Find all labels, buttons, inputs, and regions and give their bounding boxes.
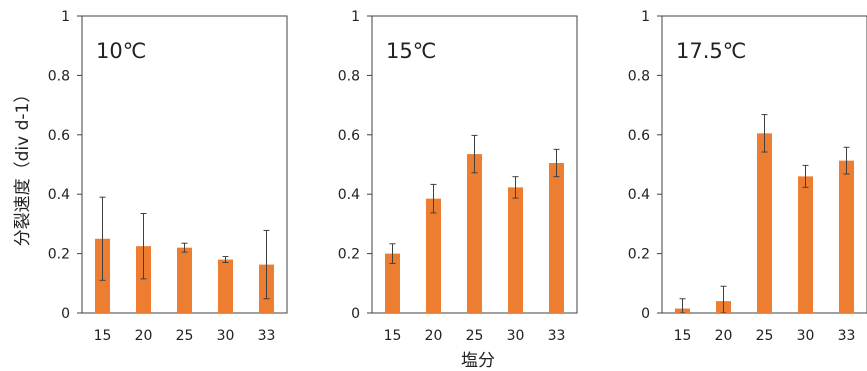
x-tick-label: 15 bbox=[384, 328, 402, 344]
x-tick-label: 30 bbox=[507, 328, 525, 344]
y-tick-label: 1 bbox=[61, 9, 70, 25]
y-tick-label: 0 bbox=[641, 306, 650, 322]
y-tick-label: 1 bbox=[641, 9, 650, 25]
y-tick-label: 0.6 bbox=[48, 128, 70, 144]
bar bbox=[218, 259, 233, 313]
bar bbox=[549, 163, 564, 313]
x-tick-label: 25 bbox=[756, 328, 774, 344]
panel-title: 15℃ bbox=[386, 39, 436, 63]
y-tick-label: 0 bbox=[351, 306, 360, 322]
x-tick-label: 25 bbox=[176, 328, 194, 344]
y-tick-label: 1 bbox=[351, 9, 360, 25]
y-tick-label: 0.8 bbox=[628, 68, 650, 84]
bar bbox=[385, 253, 400, 313]
x-tick-label: 15 bbox=[94, 328, 112, 344]
x-tick-label: 30 bbox=[797, 328, 815, 344]
x-tick-label: 20 bbox=[715, 328, 733, 344]
x-tick-label: 20 bbox=[135, 328, 153, 344]
chart-panel-3: 0 0.2 0.4 0.6 0.8 1 15 20 25 30 33 17.5℃ bbox=[628, 9, 867, 344]
x-tick-label: 30 bbox=[217, 328, 235, 344]
y-tick-label: 0.4 bbox=[628, 187, 650, 203]
x-tick-label: 25 bbox=[466, 328, 484, 344]
bar bbox=[136, 246, 151, 313]
panel-title: 17.5℃ bbox=[676, 39, 746, 63]
chart-panels: 0 0.2 0.4 0.6 0.8 1 15 20 25 30 33 10℃ 0 0.2 0.4 0.6 0.8… bbox=[48, 9, 867, 344]
bar bbox=[177, 247, 192, 313]
bar bbox=[839, 160, 854, 313]
y-tick-label: 0.4 bbox=[48, 187, 70, 203]
chart-panel-2: 0 0.2 0.4 0.6 0.8 1 15 20 25 30 33 15℃ bbox=[338, 9, 578, 344]
bar bbox=[426, 198, 441, 313]
y-tick-label: 0.2 bbox=[338, 247, 360, 263]
y-tick-label: 0.8 bbox=[48, 68, 70, 84]
y-tick-label: 0.6 bbox=[338, 128, 360, 144]
y-tick-label: 0.6 bbox=[628, 128, 650, 144]
y-tick-label: 0.4 bbox=[338, 187, 360, 203]
y-tick-label: 0.2 bbox=[628, 247, 650, 263]
x-tick-label: 33 bbox=[548, 328, 566, 344]
chart-panel-1: 0 0.2 0.4 0.6 0.8 1 15 20 25 30 33 10℃ bbox=[48, 9, 288, 344]
bar bbox=[467, 154, 482, 313]
y-tick-label: 0 bbox=[61, 306, 70, 322]
x-tick-label: 33 bbox=[258, 328, 276, 344]
y-tick-label: 0.8 bbox=[338, 68, 360, 84]
y-tick-label: 0.2 bbox=[48, 247, 70, 263]
x-axis-label: 塩分 bbox=[461, 351, 495, 371]
x-tick-label: 15 bbox=[674, 328, 692, 344]
x-tick-label: 33 bbox=[838, 328, 856, 344]
panel-title: 10℃ bbox=[96, 39, 146, 63]
bar bbox=[508, 187, 523, 313]
bar bbox=[798, 176, 813, 313]
x-tick-label: 20 bbox=[425, 328, 443, 344]
y-axis-label: 分裂速度（div d-1） bbox=[13, 86, 33, 247]
bar bbox=[757, 133, 772, 313]
